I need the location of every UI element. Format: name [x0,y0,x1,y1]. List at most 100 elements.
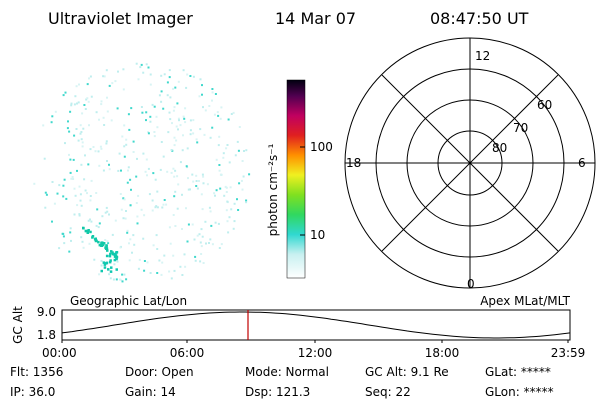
pixel [140,208,143,211]
pixel [218,135,221,138]
pixel [109,270,113,273]
orbit-x-tick-label: 06:00 [170,346,205,360]
pixel [201,93,203,96]
pixel [211,88,214,90]
pixel [228,161,231,164]
pixel [88,124,90,127]
pixel [81,141,84,144]
pixel [243,150,245,152]
pixel [112,278,115,281]
pixel [107,268,110,271]
pixel [69,231,72,234]
mlt-label: 12 [475,49,490,63]
pixel [68,130,71,133]
pixel [106,110,109,113]
pixel [219,117,222,120]
status-bar: Flt: 1356 IP: 36.0 Door: Open Gain: 14 Mode:… [10,365,554,399]
status-field: Flt: 1356 [10,365,63,379]
pixel [106,160,108,162]
pixel [91,236,94,239]
orbit-frame [61,309,571,341]
pixel [95,224,98,227]
pixel [117,70,119,73]
pixel [234,154,237,157]
pixel [226,144,229,146]
pixel [175,139,178,142]
pixel [146,261,149,264]
pixel [62,94,65,97]
pixel [160,141,163,143]
pixel [145,119,147,122]
pixel [80,236,83,239]
pixel [116,260,119,263]
pixel [105,140,108,143]
pixel [127,169,129,172]
pixel [99,145,102,148]
pixel [241,188,244,191]
pixel [219,173,222,176]
pixel [225,186,228,189]
pixel [94,237,97,240]
pixel [229,186,232,189]
time: 08:47:50 UT [430,9,529,28]
pixel [137,78,140,81]
pixel [203,133,206,136]
pixel [54,110,57,113]
pixel [160,90,163,93]
pixel [53,202,56,205]
pixel [50,121,53,124]
pixel [220,243,223,246]
pixel [87,229,90,232]
pixel [113,258,117,262]
pixel [142,152,145,155]
pixel [174,86,177,89]
pixel [114,219,117,222]
pixel [111,82,114,85]
pixel [218,169,221,172]
pixel [248,173,251,176]
pixel [126,229,129,232]
pixel [102,116,105,119]
pixel [84,189,87,192]
pixel [128,242,130,245]
pixel [155,234,158,237]
pixel [115,251,118,254]
pixel [209,210,212,213]
pixel [156,126,159,129]
pixel [85,98,88,101]
pixel [209,136,212,139]
pixel [199,241,202,244]
pixel [177,117,180,120]
pixel [162,203,165,206]
pixel [128,128,131,131]
pixel [227,231,230,234]
pixel [181,274,184,276]
status-field: IP: 36.0 [10,385,55,399]
pixel [113,253,116,257]
pixel [170,171,173,174]
pixel [113,263,116,266]
pixel [142,237,145,240]
polar-grid: 12 6 18 0 60 70 80 [344,37,596,291]
pixel [97,226,100,229]
pixel [69,171,72,174]
pixel [89,195,92,197]
pixel [108,273,111,276]
pixel [121,135,124,138]
pixel [90,220,93,223]
pixel [110,250,113,253]
pixel [115,278,118,281]
pixel [182,115,185,118]
pixel [211,91,214,94]
header: Ultraviolet Imager 14 Mar 07 08:47:50 UT [48,9,529,28]
pixel [214,194,216,197]
pixel [163,254,166,257]
pixel [101,215,104,218]
pixel [96,208,99,211]
pixel [196,187,199,190]
pixel [194,259,197,262]
pixel [173,144,176,147]
pixel [87,100,90,103]
pixel [177,183,180,186]
pixel [160,273,163,276]
